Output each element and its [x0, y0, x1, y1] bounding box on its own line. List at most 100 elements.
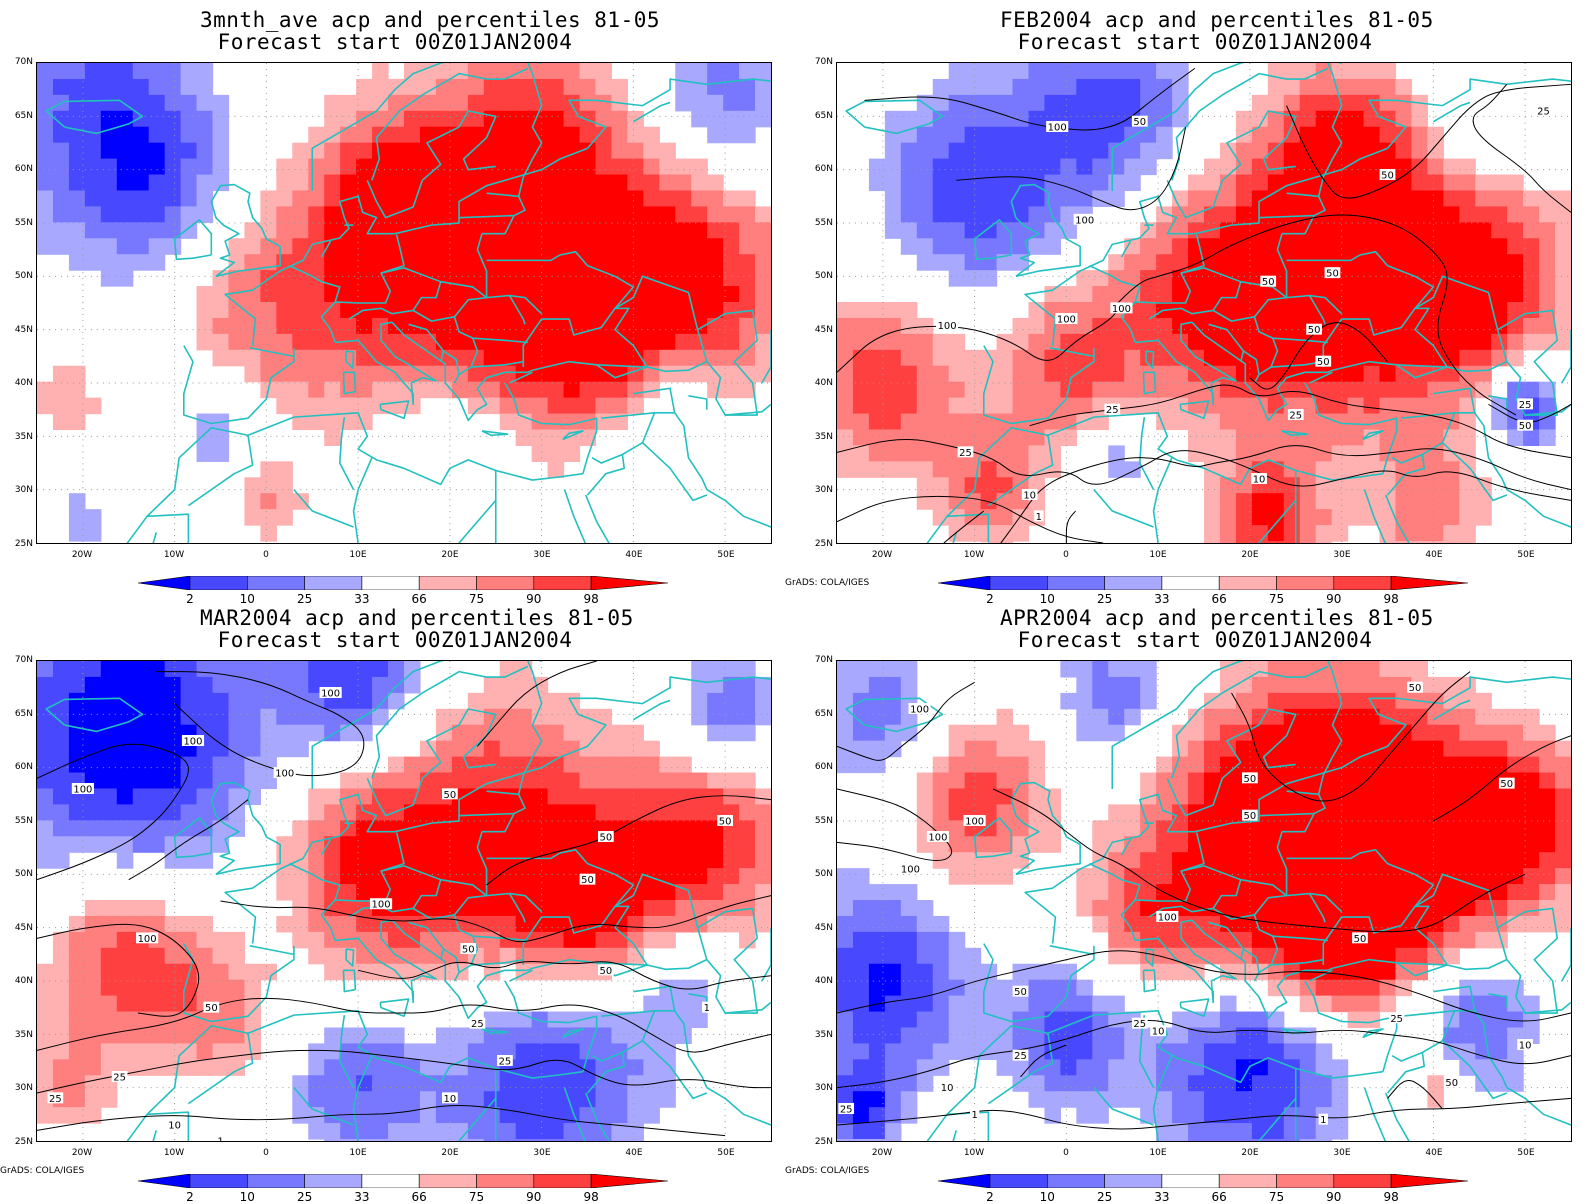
shading-cell [1363, 692, 1381, 710]
shading-cell [1172, 756, 1189, 774]
shading-cell [52, 931, 70, 949]
shading-cell [1156, 947, 1173, 965]
shading-cell [388, 1139, 405, 1141]
shading-cell [1411, 661, 1428, 678]
shading-cell [372, 381, 389, 399]
shading-cell [404, 1043, 421, 1060]
shading-cell [627, 1075, 644, 1092]
contour-label-text: 25 [1537, 106, 1550, 117]
shading-cell [1331, 349, 1349, 367]
shading-cell [868, 365, 886, 383]
shading-cell [451, 158, 469, 176]
shading-cell [1235, 222, 1253, 239]
shading-cell [1459, 541, 1476, 543]
shading-cell [228, 724, 246, 742]
shading-cell [852, 1043, 870, 1060]
shading-cell [547, 756, 565, 774]
shading-cell [1363, 94, 1381, 112]
shading-cell [435, 1027, 453, 1045]
shading-cell [1267, 1091, 1285, 1108]
shading-cell [691, 317, 708, 335]
shading-cell [499, 868, 517, 885]
shading-cell [547, 302, 565, 319]
shading-cell [852, 381, 870, 399]
shading-cell [1475, 756, 1492, 774]
shading-cell [84, 509, 102, 526]
coastline [563, 489, 587, 543]
shading-cell [1555, 302, 1571, 319]
shading-cell [1235, 852, 1253, 869]
shading-cell [1060, 94, 1077, 112]
percentile-map [37, 63, 771, 543]
shading-cell [611, 317, 628, 335]
shading-cell [868, 1027, 886, 1045]
shading-cell [1299, 1043, 1317, 1060]
coastline [1088, 264, 1141, 343]
shading-cell [996, 174, 1014, 192]
shading-cell [1331, 1123, 1349, 1140]
shading-cell [1124, 397, 1141, 415]
shading-cell [1299, 1059, 1317, 1076]
shading-cell [1108, 461, 1125, 478]
shading-cell [100, 222, 118, 239]
shading-cell [1267, 525, 1285, 542]
shading-cell [37, 78, 54, 96]
shading-cell [563, 270, 581, 287]
shading-cell [1172, 1091, 1189, 1108]
shading-cell [1347, 333, 1365, 351]
shading-cell [739, 270, 756, 287]
shading-cell [948, 1011, 966, 1029]
shading-cell [212, 1059, 230, 1076]
shading-cell [1219, 286, 1237, 303]
shading-cell [164, 142, 182, 160]
shading-cell [84, 931, 102, 949]
shading-cell [1204, 1123, 1221, 1140]
shading-cell [659, 190, 676, 207]
shading-cell [547, 429, 565, 447]
shading-cell [1555, 820, 1571, 837]
shading-cell [563, 445, 581, 462]
shading-cell [1491, 900, 1508, 917]
coastline [1148, 281, 1242, 320]
shading-cell [1299, 525, 1317, 542]
shading-cell [1459, 1059, 1476, 1076]
latitude-tick-label: 60N [14, 762, 33, 773]
colorbar-label: 10 [1039, 592, 1055, 606]
contour-value-label: 25 [497, 1055, 513, 1067]
shading-cell [837, 947, 854, 965]
shading-cell [1475, 995, 1492, 1013]
shading-cell [1347, 158, 1365, 176]
shading-cell [627, 238, 644, 255]
shading-cell [1299, 365, 1317, 383]
shading-cell [691, 254, 708, 271]
shading-cell [132, 947, 150, 965]
shading-cell [884, 429, 902, 447]
shading-cell [1427, 190, 1444, 207]
shading-cell [100, 270, 118, 287]
colorbar-label: 33 [354, 592, 370, 606]
shading-cell [884, 349, 902, 367]
shading-cell [1331, 142, 1349, 160]
shading-cell [84, 142, 102, 160]
shading-cell [1028, 788, 1046, 805]
shading-cell [292, 1075, 309, 1092]
shading-cell [1347, 222, 1365, 239]
shading-cell [627, 142, 644, 160]
shading-cell [837, 740, 854, 758]
shading-cell [948, 852, 966, 869]
shading-cell [68, 1011, 86, 1029]
shading-cell [1379, 708, 1397, 726]
shading-cell [260, 525, 277, 542]
shading-cell [100, 740, 118, 758]
shading-cell [1427, 756, 1444, 774]
shading-cell [1507, 915, 1524, 933]
shading-cell [1379, 206, 1397, 223]
shading-cell [595, 302, 613, 319]
shading-cell [1156, 270, 1173, 287]
shading-cell [164, 222, 182, 239]
shading-cell [932, 190, 950, 207]
shading-cell [1251, 126, 1269, 144]
shading-cell [1092, 142, 1109, 160]
colorbar-segment [476, 1174, 535, 1188]
shading-cell [1235, 661, 1253, 678]
